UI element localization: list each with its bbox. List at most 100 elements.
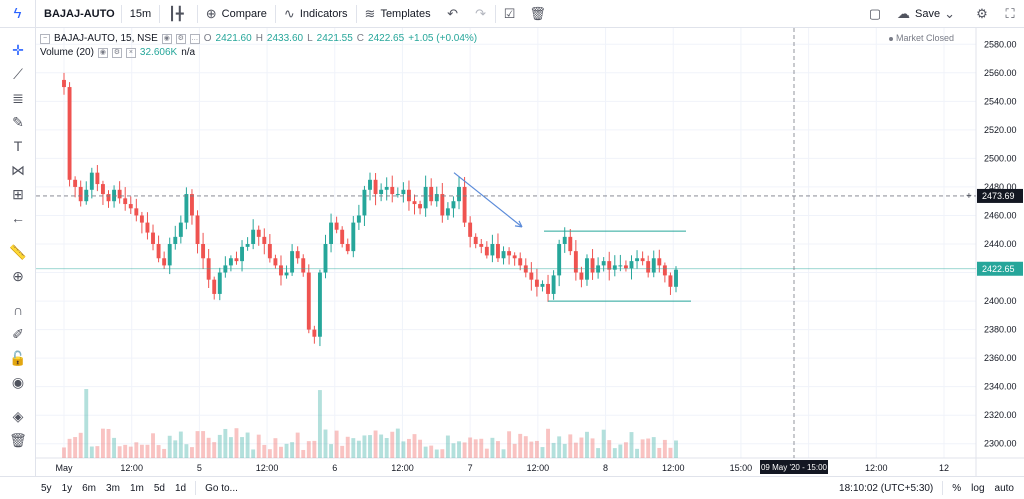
candle [245, 244, 250, 247]
range-1y[interactable]: 1y [61, 482, 73, 494]
log-toggle[interactable]: log [971, 482, 985, 494]
volume-bar [139, 444, 144, 458]
candle [329, 222, 334, 244]
eye-toggle-icon[interactable]: ◉ [97, 48, 108, 58]
chevron-down-icon: ⌄ [944, 5, 955, 21]
goto-button[interactable]: Go to... [205, 482, 238, 494]
volume-bar [306, 441, 311, 458]
fib-icon[interactable]: ≣ [12, 89, 24, 106]
chart-area[interactable]: 2580.00 2560.00 2540.00 2520.00 2500.00 2480.… [36, 28, 1024, 476]
templates-label: Templates [380, 7, 431, 20]
candle [412, 201, 417, 205]
range-3m[interactable]: 3m [106, 482, 120, 494]
candle [317, 272, 322, 337]
logo-icon[interactable]: ϟ [0, 0, 36, 28]
candle [73, 179, 78, 187]
trash-drawings-icon[interactable]: 🗑 [9, 431, 27, 448]
indicators-label: Indicators [299, 7, 348, 20]
candle [406, 189, 411, 202]
candle [123, 198, 128, 205]
redo-icon[interactable]: ↷ [475, 5, 487, 21]
settings-small-icon[interactable]: ⚙ [111, 48, 122, 58]
candle [512, 255, 517, 259]
volume-bar [484, 448, 489, 458]
candle [573, 251, 578, 273]
chart-legend: − BAJAJ-AUTO, 15, NSE ◉ ⚙ … O 2421.60 H 24… [40, 33, 478, 58]
text-icon[interactable]: T [13, 138, 23, 154]
volume-bar [217, 434, 222, 458]
range-1d[interactable]: 1d [174, 482, 187, 494]
trash-icon[interactable]: 🗑 [529, 5, 546, 21]
volume-bar [406, 438, 411, 458]
volume-bar [362, 435, 367, 458]
candle [651, 258, 656, 273]
volume-bar [345, 436, 350, 458]
volume-bar [490, 437, 495, 458]
range-1m[interactable]: 1m [129, 482, 144, 494]
indicators-button[interactable]: ∿ Indicators [276, 0, 356, 28]
range-5y[interactable]: 5y [41, 482, 52, 494]
prediction-icon[interactable]: ⊞ [12, 185, 24, 202]
price-tick-label: 2400.00 [984, 296, 1017, 306]
price-tick-label: 2320.00 [984, 410, 1017, 420]
eye-icon[interactable]: ◉ [11, 373, 25, 390]
fullscreen-icon[interactable]: ▢ [868, 5, 882, 21]
volume-bar [223, 428, 228, 458]
compare-button[interactable]: ⊕ Compare [198, 0, 275, 28]
volume-bar [301, 449, 306, 458]
time-tick-label: 12:00 [391, 463, 414, 473]
templates-button[interactable]: ≋ Templates [357, 0, 439, 28]
range-6m[interactable]: 6m [82, 482, 97, 494]
undo-icon[interactable]: ↶ [447, 5, 459, 21]
volume-bar [351, 438, 356, 458]
candle [662, 265, 667, 276]
settings-icon[interactable]: ⚙ [976, 5, 988, 21]
time-tick-label: 15:00 [730, 463, 753, 473]
close-value: 2422.65 [368, 33, 405, 44]
checkbox-icon[interactable]: ☑ [503, 5, 516, 21]
trend-line-icon[interactable]: ⟋ [13, 65, 23, 82]
candle [534, 279, 539, 287]
auto-toggle[interactable]: auto [994, 482, 1014, 494]
volume-bar [668, 447, 673, 458]
volume-bar [329, 444, 334, 458]
collapse-icon[interactable]: − [40, 34, 50, 44]
ruler-icon[interactable]: 📏 [9, 243, 27, 260]
volume-bar [173, 440, 178, 458]
volume-bar [640, 439, 645, 458]
eye-toggle-icon[interactable]: ◉ [161, 34, 172, 44]
range-5d[interactable]: 5d [153, 482, 165, 494]
candle [201, 244, 206, 259]
price-tick-label: 2300.00 [984, 439, 1017, 449]
candle [384, 186, 389, 190]
snapshot-icon[interactable]: ⛶ [1005, 5, 1015, 21]
interval-button[interactable]: 15m [129, 7, 152, 20]
back-arrow-icon[interactable]: ← [11, 210, 25, 226]
magnet-icon[interactable]: ∩ [12, 302, 24, 318]
lock-drawing-icon[interactable]: ✐ [12, 325, 24, 342]
crosshair-plus-icon: + [966, 191, 972, 202]
price-chart[interactable]: 2580.00 2560.00 2540.00 2520.00 2500.00 2480.… [36, 28, 1024, 476]
pattern-icon[interactable]: ⋈ [11, 161, 25, 178]
volume-bar [251, 449, 256, 458]
crosshair-icon[interactable]: ✛ [12, 41, 24, 58]
settings-small-icon[interactable]: ⚙ [175, 34, 186, 44]
volume-bar [240, 437, 244, 458]
divider [942, 481, 944, 495]
candle [84, 189, 89, 202]
volume-ma: n/a [181, 47, 196, 58]
candle [139, 215, 144, 223]
layers-icon[interactable]: ◈ [12, 407, 24, 424]
candle [306, 272, 311, 330]
chart-type-button[interactable]: ┃╋ [160, 0, 197, 28]
close-small-icon[interactable]: × [125, 48, 136, 58]
brush-icon[interactable]: ✎ [12, 113, 24, 130]
percent-toggle[interactable]: % [952, 482, 962, 494]
more-icon[interactable]: … [189, 34, 200, 44]
symbol-search[interactable]: BAJAJ-AUTO [44, 7, 115, 20]
save-button[interactable]: ☁ Save ⌄ [889, 0, 968, 28]
lock-icon[interactable]: 🔓 [9, 349, 27, 366]
compare-label: Compare [221, 7, 267, 20]
zoom-in-icon[interactable]: ⊕ [12, 267, 24, 284]
candle [151, 232, 155, 244]
